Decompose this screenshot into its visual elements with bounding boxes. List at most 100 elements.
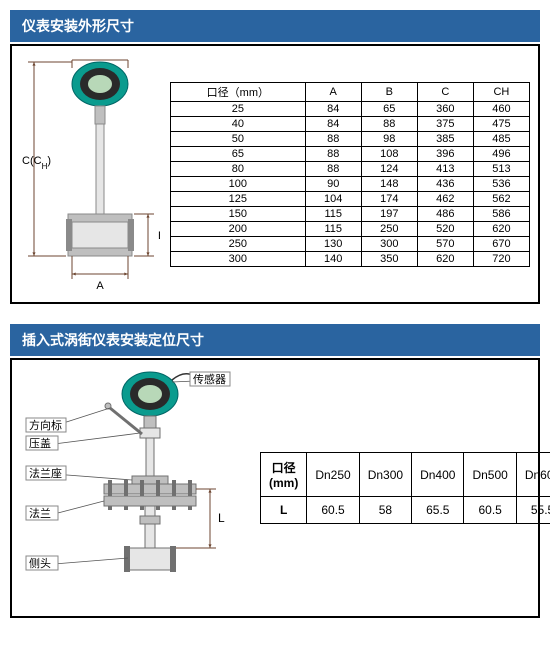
table-cell: 65.5 — [412, 497, 464, 524]
table-cell: 100 — [171, 176, 306, 191]
table-cell: 670 — [473, 236, 529, 251]
table-cell: 485 — [473, 131, 529, 146]
table-row: 10090148436536 — [171, 176, 530, 191]
table-header: CH — [473, 82, 529, 101]
table-header: C — [417, 82, 473, 101]
table-cell: 200 — [171, 221, 306, 236]
section2-diagram: L 传感器方向标压盖法兰座法兰侧头 — [20, 368, 250, 608]
table-row: 8088124413513 — [171, 161, 530, 176]
table-cell: 586 — [473, 206, 529, 221]
table-header: L — [261, 497, 307, 524]
table-cell: 620 — [417, 251, 473, 266]
table-cell: Dn600 — [516, 453, 550, 497]
svg-text:方向标: 方向标 — [29, 418, 62, 432]
table-cell: 40 — [171, 116, 306, 131]
table-cell: Dn400 — [412, 453, 464, 497]
table-cell: 88 — [305, 131, 361, 146]
table-cell: 90 — [305, 176, 361, 191]
table-header: B — [361, 82, 417, 101]
section1-panel: ABC(CH) 口径（mm）ABCCH258465360460408488375… — [10, 44, 540, 304]
section2-panel: L 传感器方向标压盖法兰座法兰侧头 口径(mm)Dn250Dn300Dn400Dn… — [10, 358, 540, 618]
table-cell: 475 — [473, 116, 529, 131]
table-cell: 250 — [361, 221, 417, 236]
table-cell: 84 — [305, 101, 361, 116]
table-cell: 536 — [473, 176, 529, 191]
table-cell: 300 — [171, 251, 306, 266]
section2-title: 插入式涡街仪表安装定位尺寸 — [10, 324, 540, 356]
svg-text:压盖: 压盖 — [29, 436, 51, 450]
table-cell: 174 — [361, 191, 417, 206]
table-cell: 80 — [171, 161, 306, 176]
table-cell: 300 — [361, 236, 417, 251]
table-row: 口径(mm)Dn250Dn300Dn400Dn500Dn600DN800-200… — [261, 453, 550, 497]
svg-text:传感器: 传感器 — [193, 373, 226, 386]
table-cell: 124 — [361, 161, 417, 176]
section2-table-wrap: 口径(mm)Dn250Dn300Dn400Dn500Dn600DN800-200… — [260, 452, 550, 524]
table-cell: 98 — [361, 131, 417, 146]
table-cell: 496 — [473, 146, 529, 161]
table-header: 口径（mm） — [171, 82, 306, 101]
table-cell: 25 — [171, 101, 306, 116]
table-header-row: 口径（mm）ABCCH — [171, 82, 530, 101]
table-header: 口径(mm) — [261, 453, 307, 497]
svg-text:C(CH): C(CH) — [22, 155, 51, 171]
table-cell: 436 — [417, 176, 473, 191]
table-cell: 84 — [305, 116, 361, 131]
section1-table: 口径（mm）ABCCH25846536046040848837547550889… — [170, 82, 530, 267]
section2-table: 口径(mm)Dn250Dn300Dn400Dn500Dn600DN800-200… — [260, 452, 550, 524]
table-cell: Dn250 — [307, 453, 359, 497]
table-cell: 140 — [305, 251, 361, 266]
table-row: 6588108396496 — [171, 146, 530, 161]
table-cell: 148 — [361, 176, 417, 191]
table-cell: 58 — [359, 497, 411, 524]
table-cell: 486 — [417, 206, 473, 221]
table-cell: 396 — [417, 146, 473, 161]
table-row: 258465360460 — [171, 101, 530, 116]
table-cell: 520 — [417, 221, 473, 236]
table-cell: 197 — [361, 206, 417, 221]
table-row: 150115197486586 — [171, 206, 530, 221]
table-cell: 462 — [417, 191, 473, 206]
table-cell: 413 — [417, 161, 473, 176]
table-cell: 115 — [305, 221, 361, 236]
table-cell: 55.5 — [516, 497, 550, 524]
svg-text:侧头: 侧头 — [29, 557, 51, 570]
svg-text:法兰: 法兰 — [29, 506, 51, 520]
svg-text:法兰座: 法兰座 — [29, 466, 62, 480]
table-cell: Dn500 — [464, 453, 516, 497]
table-cell: 115 — [305, 206, 361, 221]
section1-diagram: A B C(CH) — [20, 54, 160, 294]
table-cell: Dn300 — [359, 453, 411, 497]
table-row: 300140350620720 — [171, 251, 530, 266]
table-row: 125104174462562 — [171, 191, 530, 206]
table-cell: 513 — [473, 161, 529, 176]
table-cell: 88 — [305, 161, 361, 176]
table-cell: 88 — [305, 146, 361, 161]
table-row: 250130300570670 — [171, 236, 530, 251]
table-cell: 720 — [473, 251, 529, 266]
table-cell: 562 — [473, 191, 529, 206]
svg-text:L: L — [218, 511, 225, 525]
table-cell: 360 — [417, 101, 473, 116]
table-cell: 350 — [361, 251, 417, 266]
table-cell: 88 — [361, 116, 417, 131]
table-row: L60.55865.560.555.545.5 — [261, 497, 550, 524]
table-cell: 130 — [305, 236, 361, 251]
table-cell: 60.5 — [307, 497, 359, 524]
table-row: 200115250520620 — [171, 221, 530, 236]
table-row: 408488375475 — [171, 116, 530, 131]
table-cell: 150 — [171, 206, 306, 221]
section1-title: 仪表安装外形尺寸 — [10, 10, 540, 42]
table-header: A — [305, 82, 361, 101]
table-cell: 125 — [171, 191, 306, 206]
table-row: 508898385485 — [171, 131, 530, 146]
table-cell: 50 — [171, 131, 306, 146]
section1-table-wrap: 口径（mm）ABCCH25846536046040848837547550889… — [170, 82, 530, 267]
table-cell: 104 — [305, 191, 361, 206]
table-cell: 570 — [417, 236, 473, 251]
svg-text:B: B — [158, 230, 160, 242]
table-cell: 375 — [417, 116, 473, 131]
table-cell: 65 — [171, 146, 306, 161]
svg-text:A: A — [96, 280, 104, 292]
table-cell: 620 — [473, 221, 529, 236]
